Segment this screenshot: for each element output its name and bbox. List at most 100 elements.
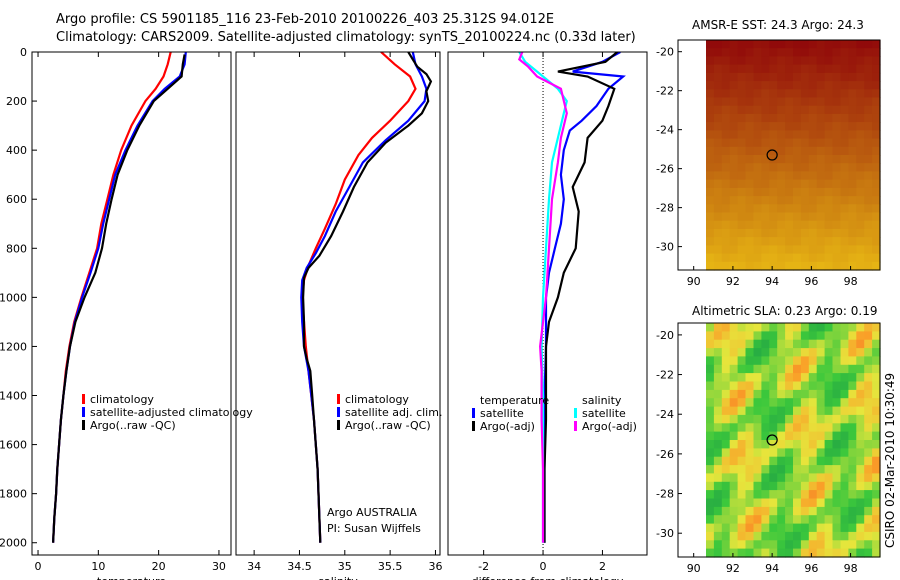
altimetric-sla-cell bbox=[785, 440, 794, 449]
altimetric-sla-cell bbox=[848, 473, 857, 483]
altimetric-sla-cell bbox=[848, 498, 857, 508]
amsr-e-sst-cell bbox=[737, 204, 747, 214]
amsr-e-sst-cell bbox=[777, 146, 786, 156]
altimetric-sla-cell bbox=[753, 406, 762, 416]
difference-legend-sal-satellite-label: satellite bbox=[582, 407, 626, 420]
amsr-e-sst-cell bbox=[737, 81, 747, 90]
altimetric-sla-cell bbox=[721, 364, 731, 374]
amsr-e-sst-cell bbox=[745, 204, 754, 214]
amsr-e-sst-cell bbox=[745, 146, 754, 156]
altimetric-sla-cell bbox=[864, 381, 873, 391]
amsr-e-sst-cell bbox=[745, 228, 754, 238]
altimetric-sla-cell bbox=[721, 423, 731, 433]
amsr-e-sst-cell bbox=[856, 204, 865, 214]
altimetric-sla-cell bbox=[832, 523, 841, 533]
amsr-e-sst-cell bbox=[761, 155, 770, 164]
amsr-e-sst-cell bbox=[745, 48, 754, 57]
amsr-e-sst-cell bbox=[800, 97, 810, 107]
altimetric-sla-cell bbox=[864, 331, 873, 341]
amsr-e-sst-cell bbox=[872, 113, 881, 123]
altimetric-sla-cell bbox=[824, 398, 834, 408]
amsr-e-sst-cell bbox=[816, 253, 826, 263]
altimetric-sla-cell bbox=[848, 431, 857, 441]
amsr-e-sst-cell bbox=[872, 187, 881, 197]
altimetric-sla-cell bbox=[745, 490, 754, 500]
amsr-e-sst-cell bbox=[769, 72, 778, 82]
amsr-e-sst-cell bbox=[769, 130, 778, 140]
amsr-e-sst-cell bbox=[721, 72, 731, 82]
altimetric-sla-cell bbox=[824, 440, 834, 449]
amsr-e-sst-cell bbox=[713, 245, 723, 255]
altimetric-sla-cell bbox=[840, 473, 849, 483]
altimetric-sla-cell bbox=[737, 481, 747, 491]
altimetric-sla-cell bbox=[872, 381, 881, 391]
altimetric-sla-cell bbox=[737, 423, 747, 433]
amsr-e-sst-cell bbox=[848, 64, 857, 74]
altimetric-sla-cell bbox=[848, 323, 857, 332]
altimetric-sla-cell bbox=[816, 414, 826, 424]
amsr-e-sst-cell bbox=[721, 171, 731, 181]
altimetric-sla-cell bbox=[777, 456, 786, 466]
altimetric-sla-cell bbox=[729, 423, 739, 433]
amsr-e-sst-cell bbox=[721, 204, 731, 214]
amsr-e-sst-cell bbox=[721, 212, 731, 222]
amsr-e-sst-ytick-label: -26 bbox=[656, 163, 674, 176]
amsr-e-sst-cell bbox=[856, 261, 865, 271]
altimetric-sla-cell bbox=[856, 373, 865, 383]
altimetric-sla-cell bbox=[729, 431, 739, 441]
amsr-e-sst-cell bbox=[800, 204, 810, 214]
altimetric-sla-cell bbox=[785, 406, 794, 416]
altimetric-sla-cell bbox=[745, 331, 754, 341]
temperature-legend-entry-0-label: climatology bbox=[90, 393, 154, 406]
amsr-e-sst-cell bbox=[713, 204, 723, 214]
amsr-e-sst-cell bbox=[848, 138, 857, 148]
amsr-e-sst-cell bbox=[761, 163, 770, 172]
amsr-e-sst-cell bbox=[800, 81, 810, 90]
altimetric-sla-cell bbox=[856, 331, 865, 341]
altimetric-sla-cell bbox=[856, 398, 865, 408]
altimetric-sla-cell bbox=[872, 481, 881, 491]
altimetric-sla-cell bbox=[848, 465, 857, 475]
amsr-e-sst-cell bbox=[816, 64, 826, 74]
altimetric-sla-cell bbox=[816, 506, 826, 516]
amsr-e-sst-cell bbox=[824, 81, 834, 90]
altimetric-sla-cell bbox=[785, 506, 794, 516]
amsr-e-sst-cell bbox=[793, 130, 802, 140]
amsr-e-sst-cell bbox=[840, 245, 849, 255]
altimetric-sla-cell bbox=[840, 548, 849, 558]
amsr-e-sst-cell bbox=[713, 89, 723, 99]
amsr-e-sst-cell bbox=[721, 81, 731, 90]
altimetric-sla-cell bbox=[706, 406, 715, 416]
altimetric-sla-cell bbox=[808, 423, 818, 433]
altimetric-sla-cell bbox=[785, 498, 794, 508]
altimetric-sla-cell bbox=[824, 414, 834, 424]
amsr-e-sst-cell bbox=[872, 245, 881, 255]
altimetric-sla-cell bbox=[706, 540, 715, 550]
amsr-e-sst-cell bbox=[808, 261, 818, 271]
altimetric-sla-cell bbox=[753, 364, 762, 374]
amsr-e-sst-cell bbox=[777, 163, 786, 172]
amsr-e-sst-cell bbox=[864, 122, 873, 131]
altimetric-sla-cell bbox=[808, 548, 818, 558]
altimetric-sla-cell bbox=[706, 331, 715, 341]
altimetric-sla-cell bbox=[864, 456, 873, 466]
altimetric-sla-cell bbox=[713, 431, 723, 441]
amsr-e-sst-cell bbox=[777, 220, 786, 230]
altimetric-sla-cell bbox=[713, 348, 723, 358]
altimetric-sla-cell bbox=[737, 506, 747, 516]
amsr-e-sst-cell bbox=[753, 89, 762, 99]
altimetric-sla-cell bbox=[864, 339, 873, 349]
amsr-e-sst-cell bbox=[706, 212, 715, 222]
amsr-e-sst-cell bbox=[729, 113, 739, 123]
difference-legend-temp-argo-swatch bbox=[472, 421, 475, 431]
amsr-e-sst-cell bbox=[761, 212, 770, 222]
difference-series-0 bbox=[543, 52, 626, 543]
amsr-e-sst-cell bbox=[721, 48, 731, 57]
amsr-e-sst-cell bbox=[800, 212, 810, 222]
amsr-e-sst-cell bbox=[808, 253, 818, 263]
altimetric-sla-cell bbox=[706, 414, 715, 424]
plot-layer: 0 10 20 30020040060080010001200140016001800… bbox=[0, 39, 881, 580]
altimetric-sla-cell bbox=[729, 465, 739, 475]
amsr-e-sst-cell bbox=[824, 138, 834, 148]
amsr-e-sst-cell bbox=[793, 261, 802, 271]
